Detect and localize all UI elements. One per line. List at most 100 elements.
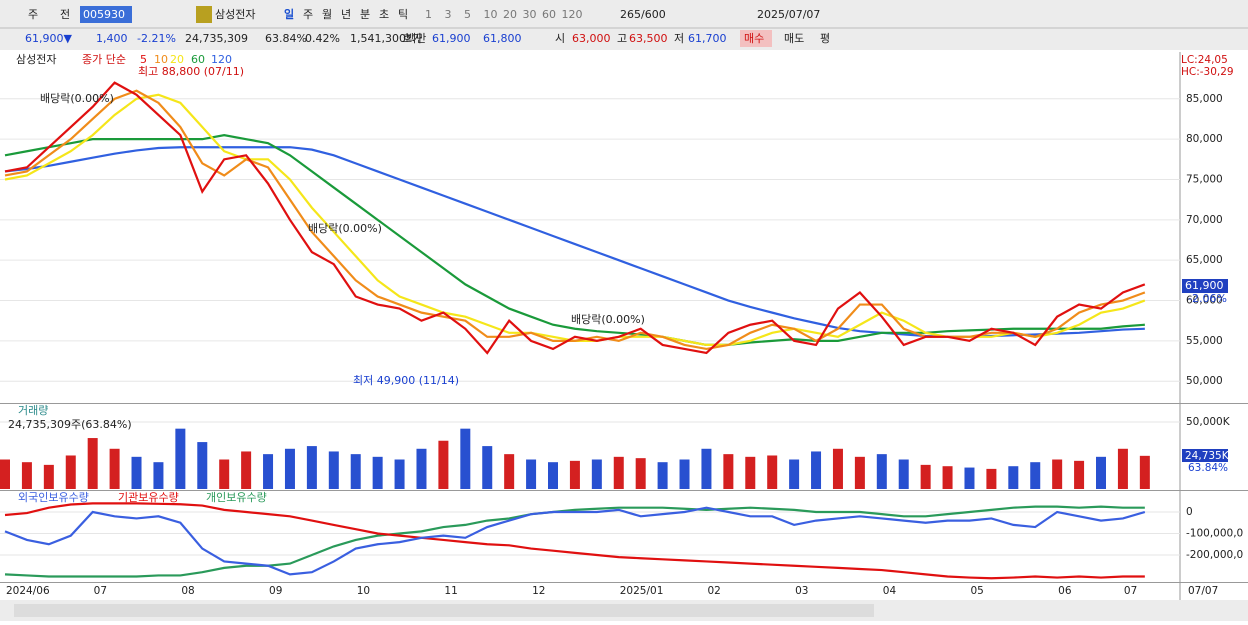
series-line (4, 133, 1145, 347)
volume-bar (438, 440, 449, 489)
volume-bar (504, 454, 515, 489)
legend-entry: 120 (211, 53, 232, 66)
period-btn[interactable]: 분 (360, 8, 370, 21)
period-btn[interactable]: 초 (379, 8, 389, 21)
prev[interactable]: 전 (60, 8, 70, 21)
volume-bar (789, 459, 800, 489)
x-tick-label: 06 (1058, 585, 1072, 597)
volume-bar (131, 456, 142, 489)
date[interactable]: 2025/07/07 (757, 8, 820, 21)
volume-bar (416, 448, 427, 489)
quote-item: -2.21% (137, 32, 176, 45)
volume-bar (372, 456, 383, 489)
x-tick-label: 02 (707, 585, 720, 597)
count-btn[interactable]: 1 (425, 8, 432, 21)
volume-bar (854, 456, 865, 489)
volume-bar (1030, 462, 1041, 489)
count-btn[interactable]: 20 (503, 8, 517, 21)
y-tick-label: 70,000 (1186, 214, 1223, 226)
count-btn[interactable]: 3 (445, 8, 452, 21)
volume-bar (1139, 455, 1150, 489)
annotation: 배당락(0.00%) (571, 313, 645, 326)
y-tick-label: 0 (1186, 506, 1193, 518)
quote-item: 61,900▼ (25, 32, 72, 45)
legend-label: 종가 단순 (82, 53, 126, 66)
volume-bar (1096, 456, 1106, 489)
volume-bar (175, 428, 186, 489)
quote-item: 저 (674, 32, 684, 45)
volume-bar (241, 451, 252, 489)
period-btn[interactable]: 년 (341, 8, 351, 21)
quote-item[interactable]: 매수 (744, 32, 764, 45)
market[interactable]: 주 (28, 8, 38, 21)
volume-bar (263, 454, 274, 489)
volume-bar (43, 464, 54, 489)
quote-item[interactable]: 평 (820, 32, 830, 45)
volume-bar (482, 446, 493, 489)
code[interactable]: 005930 (83, 8, 125, 21)
count-btn[interactable]: 120 (562, 8, 583, 21)
x-tick-label: 08 (181, 585, 194, 597)
last-price: 61,900 (1185, 279, 1224, 292)
volume-bar (65, 455, 76, 489)
volume-bar (1008, 466, 1019, 489)
count-btn[interactable]: 5 (464, 8, 471, 21)
quote-item[interactable]: 매도 (784, 32, 804, 45)
volume-bar (153, 462, 164, 489)
legend-entry: 60 (191, 53, 205, 66)
series-line (4, 506, 1146, 576)
count-btn[interactable]: 30 (523, 8, 537, 21)
series-line (4, 505, 1145, 578)
panel-title: 삼성전자 (16, 53, 56, 66)
last-change: -2.06% (1188, 292, 1227, 305)
period-btn[interactable]: 주 (303, 8, 313, 21)
volume-bar (548, 462, 558, 489)
volume-bar (1074, 460, 1085, 489)
volume-bar (21, 462, 32, 489)
x-tick-label: 07 (1124, 585, 1137, 597)
panel-title: 거래량 (18, 404, 48, 417)
period-btn[interactable]: 일 (284, 7, 294, 21)
volume-bar (87, 438, 98, 489)
volume-bar (1117, 448, 1128, 489)
scroll-thumb[interactable] (14, 604, 874, 617)
volume-bar (986, 468, 997, 489)
quote-item: 24,735,309 (185, 32, 248, 45)
y-tick-label: 50,000K (1186, 416, 1231, 428)
y-tick-label: 60,000 (1186, 295, 1223, 307)
count-btn[interactable]: 60 (542, 8, 556, 21)
legend-entry: 10 (154, 53, 168, 66)
buy-btn-bg[interactable] (740, 30, 772, 47)
legend-entry: 5 (140, 53, 147, 66)
y-tick-label: 75,000 (1186, 173, 1223, 185)
y-tick-label: 50,000 (1186, 375, 1223, 387)
count-btn[interactable]: 10 (484, 8, 498, 21)
period-btn[interactable]: 월 (322, 8, 332, 21)
volume-bar (767, 455, 778, 489)
quote-item: 61,900 (432, 32, 471, 45)
period-btn[interactable]: 틱 (398, 8, 408, 21)
x-tick-label: 07 (94, 585, 107, 597)
range: 265/600 (620, 8, 666, 21)
credit-icon (196, 6, 212, 23)
quote-item: 63.84% (265, 32, 307, 45)
stock-name: 삼성전자 (215, 8, 255, 21)
volume-bar (350, 454, 361, 489)
volume-bar (460, 428, 471, 489)
x-end-label: 07/07 (1188, 585, 1218, 597)
volume-bar (635, 458, 646, 489)
volume-bar (569, 460, 580, 489)
volume-bar (284, 448, 295, 489)
volume-bar (964, 467, 975, 489)
code-box[interactable] (80, 6, 132, 23)
quote-item: 1,400 (96, 32, 128, 45)
volume-bar (657, 462, 668, 489)
quote-item: 61,700 (688, 32, 727, 45)
volume-bar (679, 459, 690, 489)
last-volume: 24,735K (1185, 450, 1230, 462)
x-tick-label: 09 (269, 585, 282, 597)
volume-bar (219, 459, 230, 489)
y-tick-label: -200,000,0 (1186, 549, 1243, 561)
volume-bar (701, 448, 712, 489)
